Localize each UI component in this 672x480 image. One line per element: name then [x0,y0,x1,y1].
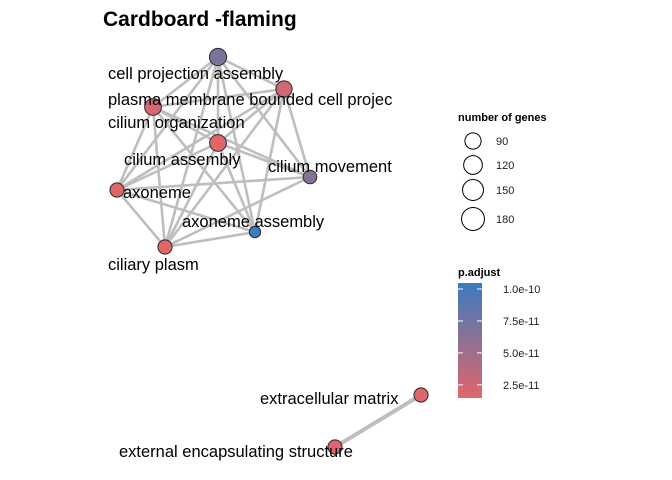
size-legend-label-150: 150 [496,185,514,197]
color-legend: p.adjust 1.0e-10 7.5e-11 5.0e-11 2.5e-11 [458,267,540,398]
node-axoneme [109,182,125,198]
edge-cilium_assembly-axoneme [115,141,220,192]
edge-cilium_organization-cilium_movement [151,105,312,179]
edge-plasma_membrane-ciliary_plasm [163,87,286,249]
size-legend-circle-150 [462,179,484,201]
node-cilium-organization [144,98,162,116]
node-axoneme-assembly [248,225,262,239]
edge-layer [115,55,423,449]
color-legend-label-0: 1.0e-10 [503,284,540,296]
edge-axoneme_assembly-ciliary_plasm [163,230,257,249]
color-legend-label-2: 5.0e-11 [503,348,540,360]
node-plasma-membrane [275,80,293,98]
color-bar [458,283,482,398]
size-legend-label-180: 180 [496,214,514,226]
node-external-encapsulating [327,439,343,455]
size-legend-label-120: 120 [496,160,514,172]
node-label-ciliary-plasm: ciliary plasm [108,256,199,274]
edge-plasma_membrane-cilium_organization [151,87,286,109]
size-legend-title: number of genes [458,112,547,124]
edge-extracellular_matrix-external_encapsulating [333,393,423,449]
size-legend-label-90: 90 [496,136,508,148]
edge-cilium_movement-ciliary_plasm [163,175,312,249]
node-label-extracellular-matrix: extracellular matrix [260,390,399,408]
node-layer [109,47,429,455]
edge-cilium_organization-axoneme [115,105,155,192]
node-label-cilium-movement: cilium movement [268,158,392,176]
edge-axoneme-ciliary_plasm [115,188,167,249]
node-label-cilium-assembly: cilium assembly [124,151,241,169]
edge-plasma_membrane-cilium_movement [282,87,312,179]
size-legend: number of genes 90 120 150 180 [458,112,547,231]
edge-plasma_membrane-axoneme [115,87,286,192]
node-cilium-movement [302,169,318,185]
node-label-external-encapsulating: external encapsulating structure [119,443,353,461]
plot-title: Cardboard -flaming [103,8,297,31]
color-legend-title: p.adjust [458,267,501,279]
node-ciliary-plasm [157,239,173,255]
node-label-axoneme: axoneme [123,184,191,202]
color-legend-label-3: 2.5e-11 [503,380,540,392]
color-legend-label-1: 7.5e-11 [503,316,540,328]
node-label-plasma-membrane: plasma membrane bounded cell projec [108,91,392,109]
edge-cell_projection_assembly-ciliary_plasm [163,55,220,249]
edge-cilium_assembly-axoneme_assembly [216,141,257,234]
node-label-cell-projection-assembly: cell projection assembly [108,65,284,83]
edge-plasma_membrane-axoneme_assembly [253,87,286,234]
label-layer: cell projection assembly plasma membrane … [108,65,399,461]
edge-cell_projection_assembly-cilium_organization [151,55,220,109]
edge-cilium_movement-axoneme [115,175,312,192]
node-label-axoneme-assembly: axoneme assembly [182,213,325,231]
size-legend-circle-120 [463,155,483,175]
edge-cilium_assembly-ciliary_plasm [163,141,220,249]
edge-cell_projection_assembly-plasma_membrane [216,55,286,91]
edge-axoneme-axoneme_assembly [115,188,257,234]
node-cilium-assembly [209,134,227,152]
node-cell-projection-assembly [208,47,228,67]
size-legend-circle-90 [464,132,482,150]
edge-cilium_organization-ciliary_plasm [151,105,167,249]
node-label-cilium-organization: cilium organization [108,114,245,132]
size-legend-circle-180 [461,207,485,231]
edge-plasma_membrane-cilium_assembly [216,87,286,145]
edge-cilium_assembly-cilium_movement [216,141,312,179]
node-extracellular-matrix [413,387,429,403]
